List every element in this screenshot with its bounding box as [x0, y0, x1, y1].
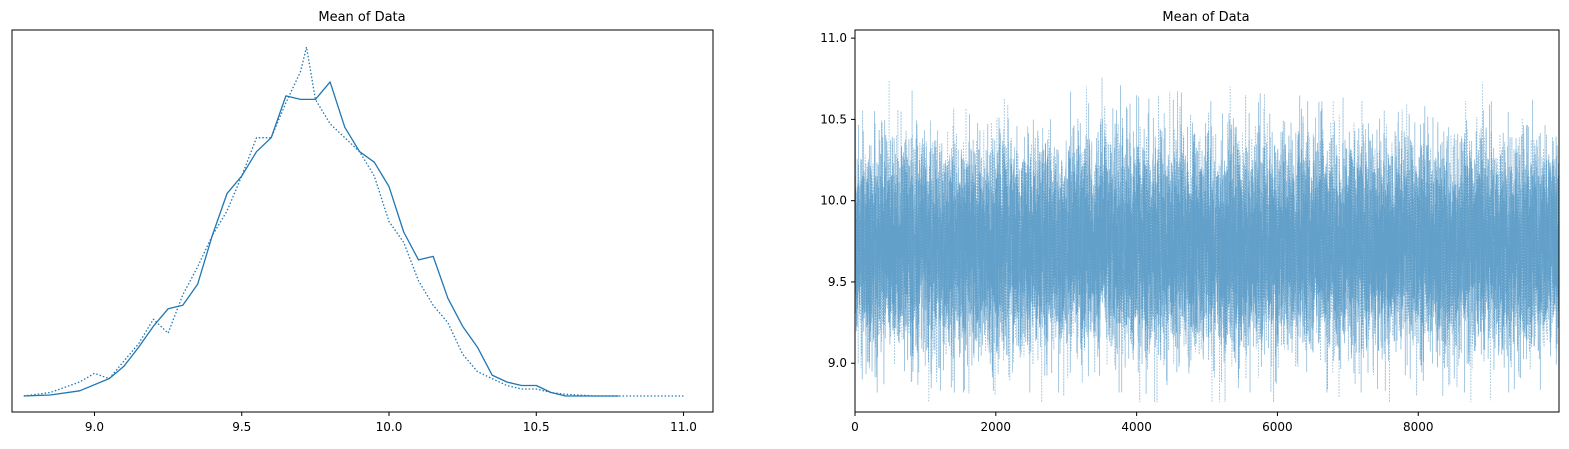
trace-panel: Mean of Data 0 2000 4000 6000 8000 9.0 9.5 10.… — [820, 10, 1560, 434]
trace-x-axis: 0 2000 4000 6000 8000 — [851, 412, 1434, 434]
kde-line-dotted — [23, 46, 684, 397]
trace-plot-area — [855, 77, 1559, 403]
trace-x-tick-label: 2000 — [981, 420, 1012, 434]
trace-x-tick-label: 8000 — [1403, 420, 1434, 434]
trace-x-tick-label: 0 — [851, 420, 859, 434]
kde-x-tick-label: 9.0 — [85, 420, 104, 434]
trace-y-tick-label: 11.0 — [820, 31, 847, 45]
kde-plot-area — [23, 46, 684, 397]
kde-line-solid — [23, 81, 619, 397]
trace-line-solid — [855, 85, 1559, 393]
trace-y-tick-label: 10.0 — [820, 194, 847, 208]
kde-x-tick-label: 10.5 — [523, 420, 550, 434]
trace-line-dotted — [855, 77, 1559, 403]
trace-y-tick-label: 9.5 — [828, 275, 847, 289]
kde-x-axis: 9.0 9.5 10.0 10.5 11.0 — [85, 412, 697, 434]
kde-title: Mean of Data — [318, 10, 405, 25]
kde-axes-frame — [11, 29, 714, 413]
trace-axes-frame — [854, 29, 1560, 413]
kde-panel: Mean of Data 9.0 9.5 10.0 10.5 11.0 — [11, 10, 714, 434]
trace-x-tick-label: 6000 — [1262, 420, 1293, 434]
kde-x-tick-label: 9.5 — [232, 420, 251, 434]
kde-x-tick-label: 11.0 — [670, 420, 697, 434]
trace-y-tick-label: 10.5 — [820, 112, 847, 126]
trace-title: Mean of Data — [1162, 10, 1249, 25]
trace-y-axis: 9.0 9.5 10.0 10.5 11.0 — [820, 31, 855, 370]
kde-x-tick-label: 10.0 — [376, 420, 403, 434]
trace-y-tick-label: 9.0 — [828, 356, 847, 370]
trace-x-tick-label: 4000 — [1121, 420, 1152, 434]
